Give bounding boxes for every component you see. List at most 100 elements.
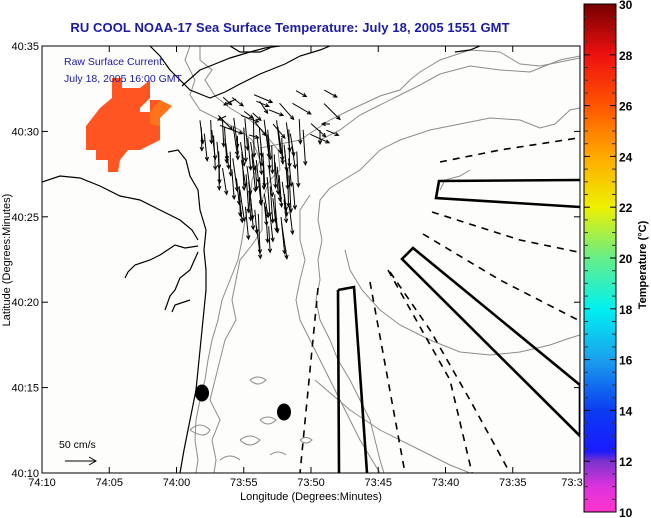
isobath-3 (319, 55, 580, 141)
current-vector-arrow (270, 145, 275, 175)
current-vector-arrow (256, 226, 263, 260)
current-vector-arrow (269, 214, 275, 243)
current-vector-arrow (291, 145, 297, 170)
current-vector-arrow (262, 160, 267, 188)
colorbar-ticks: 30 28 26 24 22 20 18 16 14 12 10 (584, 0, 633, 518)
colorbar-tick-label: 30 (619, 0, 633, 12)
x-tick-label: 73:55 (230, 477, 258, 489)
current-vector-arrow (326, 129, 340, 137)
x-tick-label: 73:3 (561, 477, 582, 489)
current-vector-arrow (310, 123, 327, 138)
current-vector-arrow (244, 206, 251, 241)
current-vector-arrow (279, 102, 295, 121)
lane-dashed-2 (369, 281, 406, 473)
coastline-ny (229, 46, 481, 53)
current-vectors (199, 89, 341, 260)
y-tick-label: 40:30 (11, 126, 39, 138)
y-axis: 40:35 40:30 40:25 40:20 40:15 40:10 (11, 41, 580, 480)
current-vector-arrow (225, 143, 231, 170)
current-vector-arrow (203, 133, 210, 162)
colorbar-tick-label: 22 (619, 201, 633, 215)
shipping-lanes (299, 137, 579, 473)
isobath-9 (314, 379, 471, 473)
current-vector-arrow (295, 90, 308, 98)
x-tick-label: 74:00 (163, 477, 191, 489)
current-vector-arrow (263, 193, 270, 219)
current-vector-arrow (222, 96, 233, 106)
y-axis-label: Latitude (Degrees:Minutes) (1, 194, 13, 327)
current-vector-arrow (283, 199, 289, 224)
x-tick-label: 74:10 (28, 477, 56, 489)
current-vector-arrow (250, 198, 256, 231)
current-vector-arrow (273, 154, 278, 189)
lane-dashed-1 (299, 287, 319, 473)
lane-dashed-7 (389, 271, 511, 473)
y-tick-label: 40:35 (11, 41, 39, 53)
isobath-10 (439, 169, 471, 191)
current-vector-arrow (280, 137, 285, 166)
shelf-blobs (189, 376, 313, 461)
current-vector-arrow (222, 98, 237, 106)
current-vector-arrow (247, 137, 253, 171)
current-vector-arrow (219, 124, 244, 135)
coastline (42, 46, 481, 473)
restricted-areas (336, 178, 580, 473)
sst-patch (86, 78, 172, 172)
colorbar-label: Temperature (°C) (637, 220, 649, 309)
current-vector-arrow (268, 109, 285, 117)
current-vector-arrow (256, 137, 264, 176)
y-tick-label: 40:20 (11, 297, 39, 309)
colorbar-tick-label: 28 (619, 49, 633, 63)
isobath-7 (295, 194, 381, 473)
buoy-marker (277, 403, 291, 421)
current-vector-arrow (248, 134, 260, 139)
scale-arrow-icon (65, 456, 98, 466)
current-vector-arrow (248, 190, 253, 222)
current-annotation-line1: Raw Surface Current: (64, 56, 165, 68)
current-vector-arrow (231, 169, 237, 201)
current-vector-arrow (302, 129, 308, 167)
current-vector-arrow (286, 168, 291, 208)
colorbar-tick-label: 12 (619, 455, 633, 469)
sst-patch-warm-edge (150, 100, 172, 126)
colorbar-tick-label: 14 (619, 404, 633, 418)
current-vector-arrow (235, 135, 240, 161)
lane-dashed-3 (387, 269, 473, 473)
current-vector-arrow (265, 206, 270, 244)
current-vector-arrow (320, 121, 330, 127)
current-vector-arrow (239, 198, 245, 224)
coastline-sandy-hook (181, 46, 281, 87)
area-north-east (434, 178, 580, 209)
colorbar-tick-label: 26 (619, 100, 633, 114)
current-vector-arrow (216, 115, 227, 121)
isobath-1 (199, 46, 281, 473)
colorbar-tick-label: 20 (619, 252, 633, 266)
current-vector-arrow (323, 103, 341, 121)
coastline-nj-shore (167, 149, 207, 473)
current-vector-arrow (232, 158, 239, 193)
current-vector-arrow (217, 159, 222, 191)
x-tick-label: 73:40 (432, 477, 460, 489)
current-vector-arrow (199, 127, 204, 152)
lane-dashed-4 (422, 233, 579, 321)
current-vector-arrow (243, 127, 248, 163)
current-vector-arrow (292, 183, 297, 211)
isobath-8 (344, 249, 580, 356)
current-vector-arrow (209, 120, 214, 145)
x-axis: 74:10 74:05 74:00 73:55 73:50 73:45 73:40 73:35… (28, 46, 583, 489)
current-vector-arrow (278, 175, 284, 208)
y-tick-label: 40:15 (11, 383, 39, 395)
y-tick-label: 40:10 (11, 468, 39, 480)
current-vector-arrow (324, 89, 338, 98)
colorbar-tick-label: 24 (619, 150, 633, 164)
lane-dashed-5 (431, 211, 579, 253)
current-vector-arrow (296, 151, 301, 188)
current-vector-arrow (267, 226, 273, 254)
chart-title: RU COOL NOAA-17 Sea Surface Temperature:… (70, 20, 510, 35)
current-vector-arrow (222, 167, 229, 196)
current-vector-arrow (272, 123, 286, 139)
area-south (336, 285, 369, 473)
coastline-river (124, 244, 199, 313)
isobath-5 (329, 107, 580, 189)
